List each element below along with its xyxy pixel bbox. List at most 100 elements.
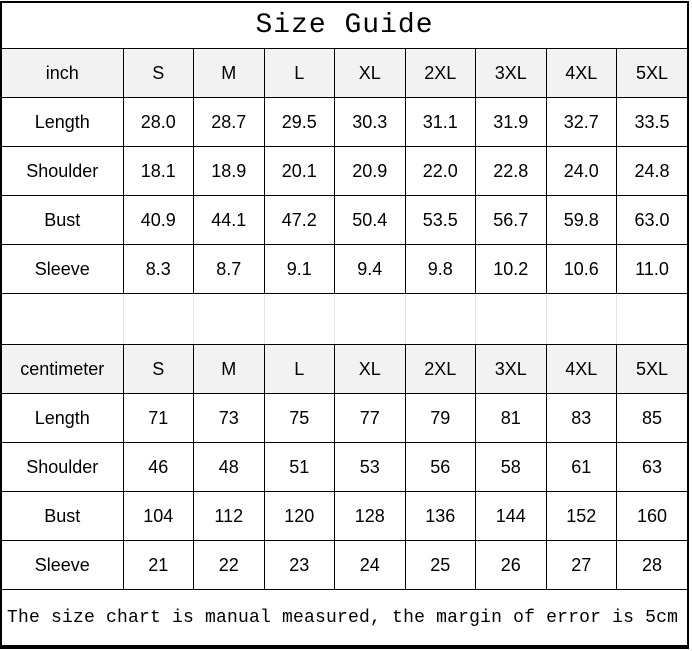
size-header-cell: 2XL <box>404 49 476 98</box>
size-value-cell: 77 <box>334 393 406 443</box>
size-value-cell: 20.1 <box>263 146 335 196</box>
table-row: Sleeve 8.3 8.7 9.1 9.4 9.8 10.2 10.6 11.0 <box>2 244 687 294</box>
size-value-cell: 10.6 <box>545 244 617 294</box>
size-value-cell: 9.8 <box>404 244 476 294</box>
size-value-cell: 28 <box>616 540 687 589</box>
size-header-cell: XL <box>334 344 406 394</box>
size-value-cell: 28.0 <box>122 97 194 147</box>
size-value-cell: 9.1 <box>263 244 335 294</box>
size-value-cell: 40.9 <box>122 195 194 245</box>
size-value-cell: 83 <box>545 393 617 443</box>
size-value-cell: 24.8 <box>616 146 687 196</box>
size-value-cell: 79 <box>404 393 476 443</box>
size-header-cell: M <box>193 49 265 98</box>
size-value-cell: 10.2 <box>475 244 547 294</box>
table-row: Bust 104 112 120 128 136 144 152 160 <box>2 491 687 541</box>
unit-header-cell: centimeter <box>2 344 124 394</box>
size-value-cell: 22.8 <box>475 146 547 196</box>
size-header-cell: 5XL <box>616 344 687 394</box>
size-header-cell: S <box>122 49 194 98</box>
size-value-cell: 51 <box>263 442 335 492</box>
size-value-cell: 58 <box>475 442 547 492</box>
size-value-cell: 11.0 <box>616 244 687 294</box>
size-header-cell: 3XL <box>475 49 547 98</box>
table-row: Shoulder 46 48 51 53 56 58 61 63 <box>2 442 687 492</box>
size-value-cell: 160 <box>616 491 687 541</box>
size-value-cell: 120 <box>263 491 335 541</box>
measure-label-cell: Sleeve <box>2 244 124 294</box>
spacer-cell <box>545 293 617 345</box>
size-value-cell: 31.9 <box>475 97 547 147</box>
size-header-cell: L <box>263 344 335 394</box>
size-value-cell: 27 <box>545 540 617 589</box>
spacer-cell <box>193 293 265 345</box>
size-value-cell: 63.0 <box>616 195 687 245</box>
size-value-cell: 31.1 <box>404 97 476 147</box>
size-value-cell: 53.5 <box>404 195 476 245</box>
measure-label-cell: Length <box>2 393 124 443</box>
spacer-cell <box>2 293 124 345</box>
size-value-cell: 47.2 <box>263 195 335 245</box>
size-header-cell: M <box>193 344 265 394</box>
size-value-cell: 128 <box>334 491 406 541</box>
size-header-cell: 2XL <box>404 344 476 394</box>
size-value-cell: 20.9 <box>334 146 406 196</box>
size-value-cell: 44.1 <box>193 195 265 245</box>
measure-label-cell: Sleeve <box>2 540 124 589</box>
size-value-cell: 24 <box>334 540 406 589</box>
table-row: Bust 40.9 44.1 47.2 50.4 53.5 56.7 59.8 63.0 <box>2 195 687 245</box>
size-value-cell: 112 <box>193 491 265 541</box>
header-row-inch: inch S M L XL 2XL 3XL 4XL 5XL <box>2 49 687 98</box>
size-value-cell: 56.7 <box>475 195 547 245</box>
size-value-cell: 30.3 <box>334 97 406 147</box>
size-header-cell: 4XL <box>545 49 617 98</box>
size-value-cell: 25 <box>404 540 476 589</box>
size-value-cell: 46 <box>122 442 194 492</box>
page-title: Size Guide <box>2 3 687 49</box>
size-value-cell: 23 <box>263 540 335 589</box>
size-value-cell: 56 <box>404 442 476 492</box>
size-value-cell: 21 <box>122 540 194 589</box>
size-header-cell: 3XL <box>475 344 547 394</box>
size-value-cell: 63 <box>616 442 687 492</box>
size-value-cell: 71 <box>122 393 194 443</box>
size-value-cell: 75 <box>263 393 335 443</box>
table-row: Length 71 73 75 77 79 81 83 85 <box>2 393 687 443</box>
unit-header-cell: inch <box>2 49 124 98</box>
size-value-cell: 33.5 <box>616 97 687 147</box>
size-value-cell: 104 <box>122 491 194 541</box>
table-row: Shoulder 18.1 18.9 20.1 20.9 22.0 22.8 24.0 24.8 <box>2 146 687 196</box>
size-value-cell: 136 <box>404 491 476 541</box>
size-value-cell: 18.9 <box>193 146 265 196</box>
measure-label-cell: Length <box>2 97 124 147</box>
spacer-cell <box>475 293 547 345</box>
size-value-cell: 152 <box>545 491 617 541</box>
measure-label-cell: Shoulder <box>2 146 124 196</box>
size-header-cell: 4XL <box>545 344 617 394</box>
size-value-cell: 50.4 <box>334 195 406 245</box>
size-header-cell: L <box>263 49 335 98</box>
size-header-cell: XL <box>334 49 406 98</box>
size-value-cell: 28.7 <box>193 97 265 147</box>
size-value-cell: 22.0 <box>404 146 476 196</box>
header-row-centimeter: centimeter S M L XL 2XL 3XL 4XL 5XL <box>2 344 687 394</box>
size-value-cell: 24.0 <box>545 146 617 196</box>
spacer-cell <box>122 293 194 345</box>
measure-label-cell: Bust <box>2 195 124 245</box>
spacer-cell <box>404 293 476 345</box>
measure-label-cell: Shoulder <box>2 442 124 492</box>
table-row: Length 28.0 28.7 29.5 30.3 31.1 31.9 32.7 33.5 <box>2 97 687 147</box>
spacer-cell <box>334 293 406 345</box>
size-value-cell: 8.7 <box>193 244 265 294</box>
size-value-cell: 9.4 <box>334 244 406 294</box>
size-value-cell: 53 <box>334 442 406 492</box>
spacer-row <box>2 293 687 345</box>
size-value-cell: 22 <box>193 540 265 589</box>
size-value-cell: 18.1 <box>122 146 194 196</box>
size-value-cell: 85 <box>616 393 687 443</box>
size-header-cell: 5XL <box>616 49 687 98</box>
size-value-cell: 81 <box>475 393 547 443</box>
size-value-cell: 144 <box>475 491 547 541</box>
size-header-cell: S <box>122 344 194 394</box>
